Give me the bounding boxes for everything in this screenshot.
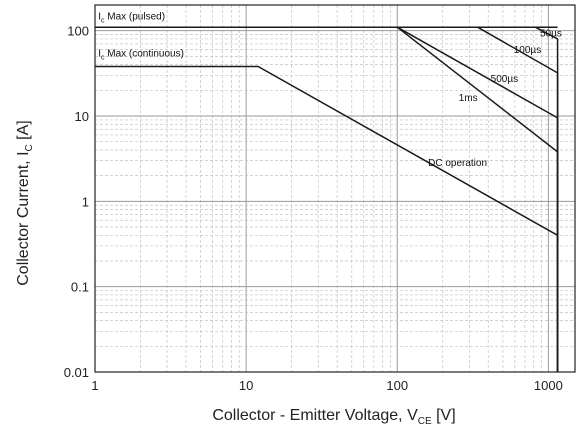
y-tick-label: 0.1 [71,280,89,295]
y-tick-label: 10 [75,109,89,124]
annotation-label: DC operation [428,158,487,169]
y-axis-title: Collector Current, IC [A] [15,120,35,286]
y-tick-label: 1 [82,194,89,209]
y-tick-label: 100 [67,24,89,39]
annotation-label: 500µs [491,74,518,85]
plot-frame [94,4,576,373]
annotation-label: 1ms [459,93,478,104]
x-tick-label: 100 [386,378,408,393]
series-group [95,26,559,372]
annotations: Ic Max (pulsed) Ic Max (continuous) 50µs 10… [98,12,562,169]
y-tick-label: 0.01 [64,365,89,380]
series-line-50-s [535,26,559,372]
annotation-label: 100µs [514,45,541,56]
grid [94,4,575,373]
annotation-label: Ic Max (pulsed) [98,12,165,25]
x-tick-label: 10 [239,378,253,393]
x-axis-title: Collector - Emitter Voltage, VCE [V] [212,407,455,427]
tick-labels: 1 10 100 1000 0.01 0.1 1 10 100 [64,24,563,393]
x-tick-label: 1000 [534,378,563,393]
x-tick-label: 1 [91,378,98,393]
annotation-label: Ic Max (continuous) [98,48,184,61]
annotation-label: 50µs [540,29,562,40]
